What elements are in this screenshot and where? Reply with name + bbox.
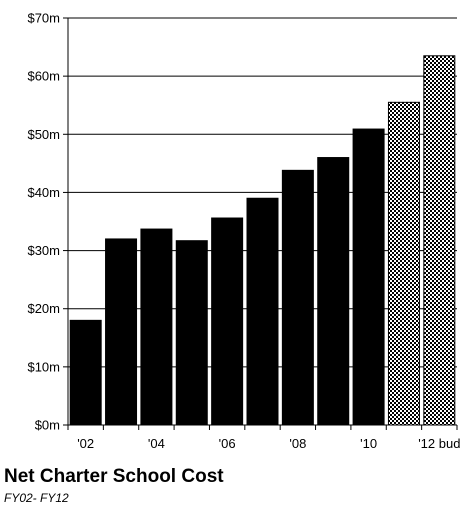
y-tick-label: $40m bbox=[27, 185, 60, 200]
bar-estimated bbox=[387, 101, 420, 426]
x-tick-label: '06 bbox=[219, 436, 236, 451]
bar bbox=[246, 197, 279, 426]
x-tick-label: '02 bbox=[77, 436, 94, 451]
bar-estimated bbox=[423, 55, 456, 426]
y-tick-label: $50m bbox=[27, 127, 60, 142]
x-tick-label: '10 bbox=[360, 436, 377, 451]
y-tick-label: $10m bbox=[27, 359, 60, 374]
bars bbox=[69, 55, 456, 426]
x-tick-label: '04 bbox=[148, 436, 165, 451]
x-tick-label: '08 bbox=[289, 436, 306, 451]
x-tick-label: '12 bud bbox=[418, 436, 460, 451]
tick-labels: $0m $10m $20m $30m $40m $50m $60m $70m '02 '04 '06… bbox=[27, 11, 460, 452]
bar bbox=[352, 128, 385, 426]
bar bbox=[317, 157, 350, 426]
y-tick-label: $60m bbox=[27, 69, 60, 84]
chart-title: Net Charter School Cost bbox=[4, 466, 224, 487]
bar bbox=[69, 319, 102, 426]
axes bbox=[63, 17, 458, 430]
chart-area: $0m $10m $20m $30m $40m $50m $60m $70m '02 '04 '06… bbox=[27, 11, 460, 452]
y-tick-label: $70m bbox=[27, 11, 60, 26]
bar bbox=[175, 240, 208, 426]
y-tick-label: $20m bbox=[27, 301, 60, 316]
bar bbox=[140, 228, 173, 426]
chart-subtitle: FY02- FY12 bbox=[4, 491, 69, 505]
y-tick-label: $30m bbox=[27, 243, 60, 258]
bar bbox=[105, 238, 138, 426]
y-tick-label: $0m bbox=[35, 418, 60, 433]
bar bbox=[281, 169, 314, 426]
bar bbox=[211, 217, 244, 426]
